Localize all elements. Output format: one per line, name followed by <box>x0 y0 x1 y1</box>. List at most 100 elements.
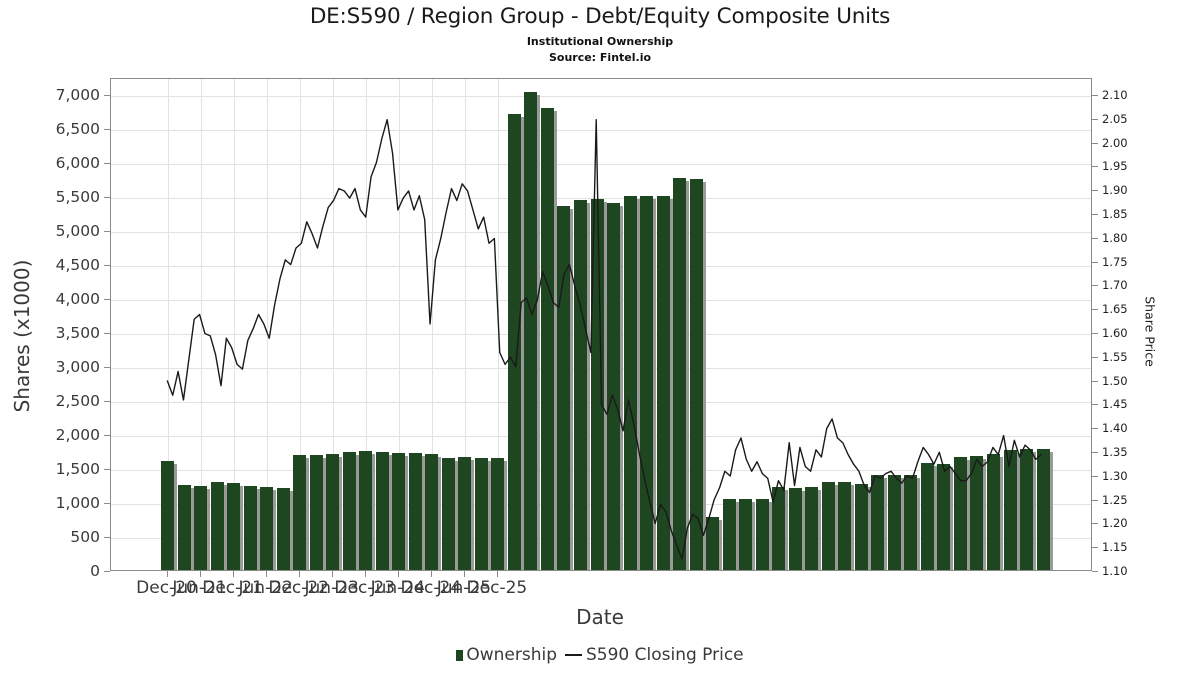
y-tick-left <box>104 95 110 96</box>
y-tick-label-right: 1.35 <box>1102 445 1128 459</box>
bar-shadow <box>686 181 690 570</box>
bar <box>838 481 855 570</box>
bar <box>243 486 260 570</box>
bar <box>326 454 343 570</box>
bar-shadow <box>801 491 805 570</box>
y-tick-label-right: 1.90 <box>1102 183 1128 198</box>
bar-shadow <box>603 202 607 570</box>
legend-label-closing-price: S590 Closing Price <box>585 645 744 665</box>
bar-shadow <box>752 501 756 570</box>
y-tick-label-left: 6,500 <box>55 120 100 138</box>
bar <box>1003 449 1020 570</box>
bar-shadow <box>1016 452 1020 570</box>
bar <box>507 114 524 570</box>
y-tick-label-right: 1.30 <box>1102 468 1128 483</box>
y-tick-label-right: 1.65 <box>1102 302 1128 317</box>
y-tick-right <box>1092 237 1098 239</box>
bar-shadow <box>471 459 475 570</box>
x-tick <box>364 571 366 577</box>
y-tick-label-left: 2,500 <box>55 392 100 410</box>
bar-shadow <box>917 478 921 570</box>
y-tick-label-right: 1.45 <box>1102 397 1128 412</box>
bar <box>458 456 475 570</box>
y-tick-label-left: 3,000 <box>55 358 100 376</box>
bar-shadow <box>487 460 491 570</box>
bar-shadow <box>702 182 706 570</box>
y-tick-label-left: 0 <box>90 562 100 580</box>
bar-shadow <box>339 457 343 570</box>
x-tick-label: Dec-25 <box>466 578 528 598</box>
x-tick <box>199 571 201 577</box>
y-tick-left <box>104 571 110 572</box>
bar-shadow <box>818 490 822 570</box>
y-tick-right <box>1092 142 1098 144</box>
y-tick-label-left: 2,000 <box>55 426 100 444</box>
x-tick <box>265 571 267 577</box>
bar <box>755 499 772 570</box>
y-tick-right <box>1092 475 1098 477</box>
bar <box>1036 448 1053 570</box>
y-tick-label-left: 4,000 <box>55 290 100 308</box>
bar-shadow <box>421 456 425 570</box>
y-tick-label-left: 500 <box>70 528 100 546</box>
bar <box>590 199 607 570</box>
y-tick-right <box>1092 571 1098 572</box>
chart-title: DE:S590 / Region Group - Debt/Equity Com… <box>309 4 891 29</box>
y-tick-right <box>1092 428 1098 430</box>
bar <box>408 453 425 570</box>
x-tick <box>298 571 300 577</box>
bar-shadow <box>900 478 904 570</box>
bar <box>970 456 987 570</box>
bar <box>607 203 624 570</box>
bar <box>920 463 937 570</box>
y-tick-right <box>1092 356 1098 358</box>
y-tick-left <box>104 503 110 504</box>
bar-shadow <box>950 467 954 570</box>
bar <box>904 475 921 570</box>
y-tick-label-right: 1.40 <box>1102 421 1128 436</box>
bar-shadow <box>933 466 937 570</box>
bar <box>656 196 673 570</box>
bar <box>706 516 723 570</box>
bar <box>474 457 491 570</box>
y-tick-right <box>1092 309 1098 311</box>
legend-label-ownership: Ownership <box>466 645 557 665</box>
y-tick-right <box>1092 214 1098 215</box>
bar-shadow <box>273 490 277 570</box>
legend-item-ownership: Ownership <box>456 645 557 665</box>
bar-shadow <box>256 489 260 570</box>
y-tick-right <box>1092 523 1098 525</box>
plot-area <box>110 78 1092 571</box>
bar <box>689 179 706 570</box>
y-tick-label-left: 7,000 <box>55 86 100 104</box>
bar <box>375 452 392 570</box>
bar-shadow <box>553 110 557 570</box>
y-tick-left <box>104 197 110 198</box>
bar <box>772 487 789 570</box>
bar-shadow <box>620 206 624 570</box>
bar <box>540 107 557 570</box>
x-tick-label: Jun-24 <box>370 578 425 598</box>
bar <box>359 451 376 570</box>
y-tick-right <box>1092 499 1098 501</box>
bar-shadow <box>735 501 739 570</box>
bar <box>227 482 244 570</box>
y-tick-label-right: 1.60 <box>1102 326 1128 340</box>
bar-shadow <box>834 485 838 570</box>
x-axis-label: Date <box>576 605 624 629</box>
y-tick-left <box>104 367 110 368</box>
y-tick-left <box>104 299 110 300</box>
bar-series-ownership <box>111 79 1091 570</box>
x-tick <box>496 571 498 577</box>
y-tick-label-left: 4,500 <box>55 256 100 274</box>
bar-shadow <box>851 484 855 570</box>
x-tick <box>166 571 168 577</box>
bar-shadow <box>388 455 392 570</box>
y-tick-label-left: 1,500 <box>55 460 100 478</box>
bar-shadow <box>636 199 640 570</box>
x-tick-label: Dec-21 <box>202 578 263 598</box>
bar <box>739 498 756 570</box>
bar <box>821 482 838 570</box>
y-tick-right <box>1092 285 1098 287</box>
bar-shadow <box>190 488 194 570</box>
